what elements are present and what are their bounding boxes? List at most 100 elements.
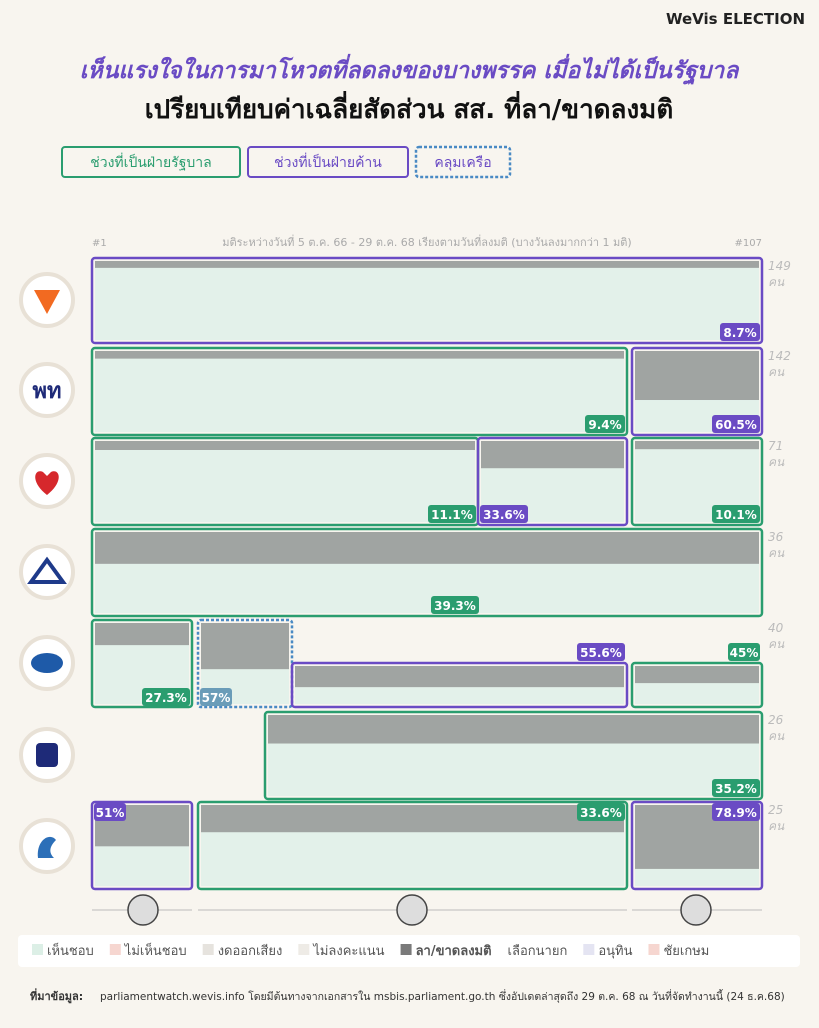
timeline xyxy=(92,894,762,926)
label-bg xyxy=(577,803,625,821)
pm-portrait xyxy=(680,894,712,926)
absence-share xyxy=(635,441,759,450)
percent-label: 9.4% xyxy=(588,418,621,432)
logo-mark xyxy=(37,836,56,858)
seat-unit: คน xyxy=(768,729,785,743)
axis-note: มติระหว่างวันที่ 5 ต.ค. 66 - 29 ต.ค. 68 … xyxy=(222,234,631,249)
logo-mark xyxy=(36,743,58,767)
legend-label: เลือกนายก xyxy=(508,943,568,959)
source-text: parliamentwatch.wevis.info โดยมีต้นทางจา… xyxy=(100,989,785,1003)
segment-box xyxy=(90,346,629,437)
label-bg xyxy=(94,803,126,821)
seat-unit: คน xyxy=(768,455,785,469)
tag-box xyxy=(247,146,409,178)
label-bg xyxy=(577,643,625,661)
absence-share xyxy=(295,666,624,688)
percent-label: 51% xyxy=(96,806,125,820)
segment-box xyxy=(630,346,764,437)
segment-box xyxy=(196,618,294,709)
percent-label: 60.5% xyxy=(715,418,757,432)
seat-count: 26 xyxy=(768,713,784,727)
legend-label: ไม่เห็นชอบ xyxy=(124,941,187,959)
axis-start: #1 xyxy=(92,238,107,249)
segment-box xyxy=(630,800,764,891)
logo-mark xyxy=(27,556,67,584)
legend-label: ไม่ลงคะแนน xyxy=(312,943,384,959)
segment-box xyxy=(630,661,764,709)
segment-bg xyxy=(95,441,475,522)
legend-label: ลา/ขาดลงมติ xyxy=(416,944,492,959)
seat-unit: คน xyxy=(768,637,785,651)
subtitle: เปรียบเทียบค่าเฉลี่ยสัดส่วน สส. ที่ลา/ขา… xyxy=(145,90,673,125)
percent-label: 33.6% xyxy=(483,508,525,522)
legend-label: เห็นชอบ xyxy=(47,941,94,959)
legend-swatch xyxy=(583,944,595,955)
label-bg xyxy=(712,415,760,433)
seat-count: 36 xyxy=(768,530,784,544)
logo-mark xyxy=(35,471,59,495)
legend-label: อนุทิน xyxy=(598,944,632,959)
absence-share xyxy=(635,666,759,684)
absence-share xyxy=(95,441,475,450)
percent-label: 78.9% xyxy=(715,806,757,820)
logo xyxy=(19,362,75,418)
absence-share xyxy=(268,715,759,744)
segment-box xyxy=(476,436,629,527)
segment-box xyxy=(196,800,629,891)
axis-end: #107 xyxy=(735,238,762,249)
percent-label: 55.6% xyxy=(580,646,622,660)
logos: พท xyxy=(19,272,75,874)
absence-share xyxy=(95,532,759,564)
source-label: ที่มาข้อมูล: xyxy=(30,988,83,1004)
legend-label: งดออกเสียง xyxy=(218,943,283,959)
segment-box xyxy=(290,661,629,709)
percent-label: 11.1% xyxy=(431,508,473,522)
tag-box xyxy=(414,145,512,179)
segment-bg xyxy=(95,351,624,432)
legend-swatch xyxy=(298,944,310,955)
label-bg xyxy=(200,688,232,706)
absence-share xyxy=(95,623,189,646)
logo xyxy=(19,544,75,600)
segment-box xyxy=(90,527,764,618)
segment-box xyxy=(263,710,764,801)
absence-share xyxy=(635,351,759,401)
segment-box xyxy=(90,256,764,345)
absence-share xyxy=(95,351,624,359)
label-bg xyxy=(712,779,760,797)
legend-swatch xyxy=(32,944,43,955)
label-bg xyxy=(712,803,760,821)
logo-text: พท xyxy=(32,379,61,404)
logo-mark xyxy=(31,653,63,673)
seat-count: 71 xyxy=(768,439,783,453)
segment-box xyxy=(90,800,194,891)
legend-swatch xyxy=(109,944,121,955)
label-bg xyxy=(428,505,476,523)
segment-bg xyxy=(95,261,759,340)
tag: คลุมเครือ xyxy=(434,155,491,171)
legend-label: ชัยเกษม xyxy=(663,944,709,959)
legend-swatch xyxy=(648,944,660,955)
seat-unit: คน xyxy=(768,819,785,833)
seat-count: 149 xyxy=(768,259,791,273)
segment-box xyxy=(630,436,764,527)
segment-box xyxy=(90,618,194,709)
seat-unit: คน xyxy=(768,365,785,379)
absence-share xyxy=(201,805,624,833)
seat-count: 40 xyxy=(768,621,784,635)
absence-share xyxy=(481,441,624,469)
label-bg xyxy=(142,688,190,706)
label-bg xyxy=(728,643,760,661)
tag: ช่วงที่เป็นฝ่ายรัฐบาล xyxy=(90,153,212,171)
percent-label: 27.3% xyxy=(145,691,187,705)
brand: WeVis ELECTION xyxy=(666,10,805,28)
percent-label: 8.7% xyxy=(723,326,756,340)
label-bg xyxy=(431,596,479,614)
seat-count: 25 xyxy=(768,803,783,817)
legend-swatch xyxy=(400,944,412,955)
tag: ช่วงที่เป็นฝ่ายค้าน xyxy=(274,153,382,171)
label-bg xyxy=(720,323,760,341)
logo-mark xyxy=(34,290,60,314)
absence-share xyxy=(95,261,759,268)
